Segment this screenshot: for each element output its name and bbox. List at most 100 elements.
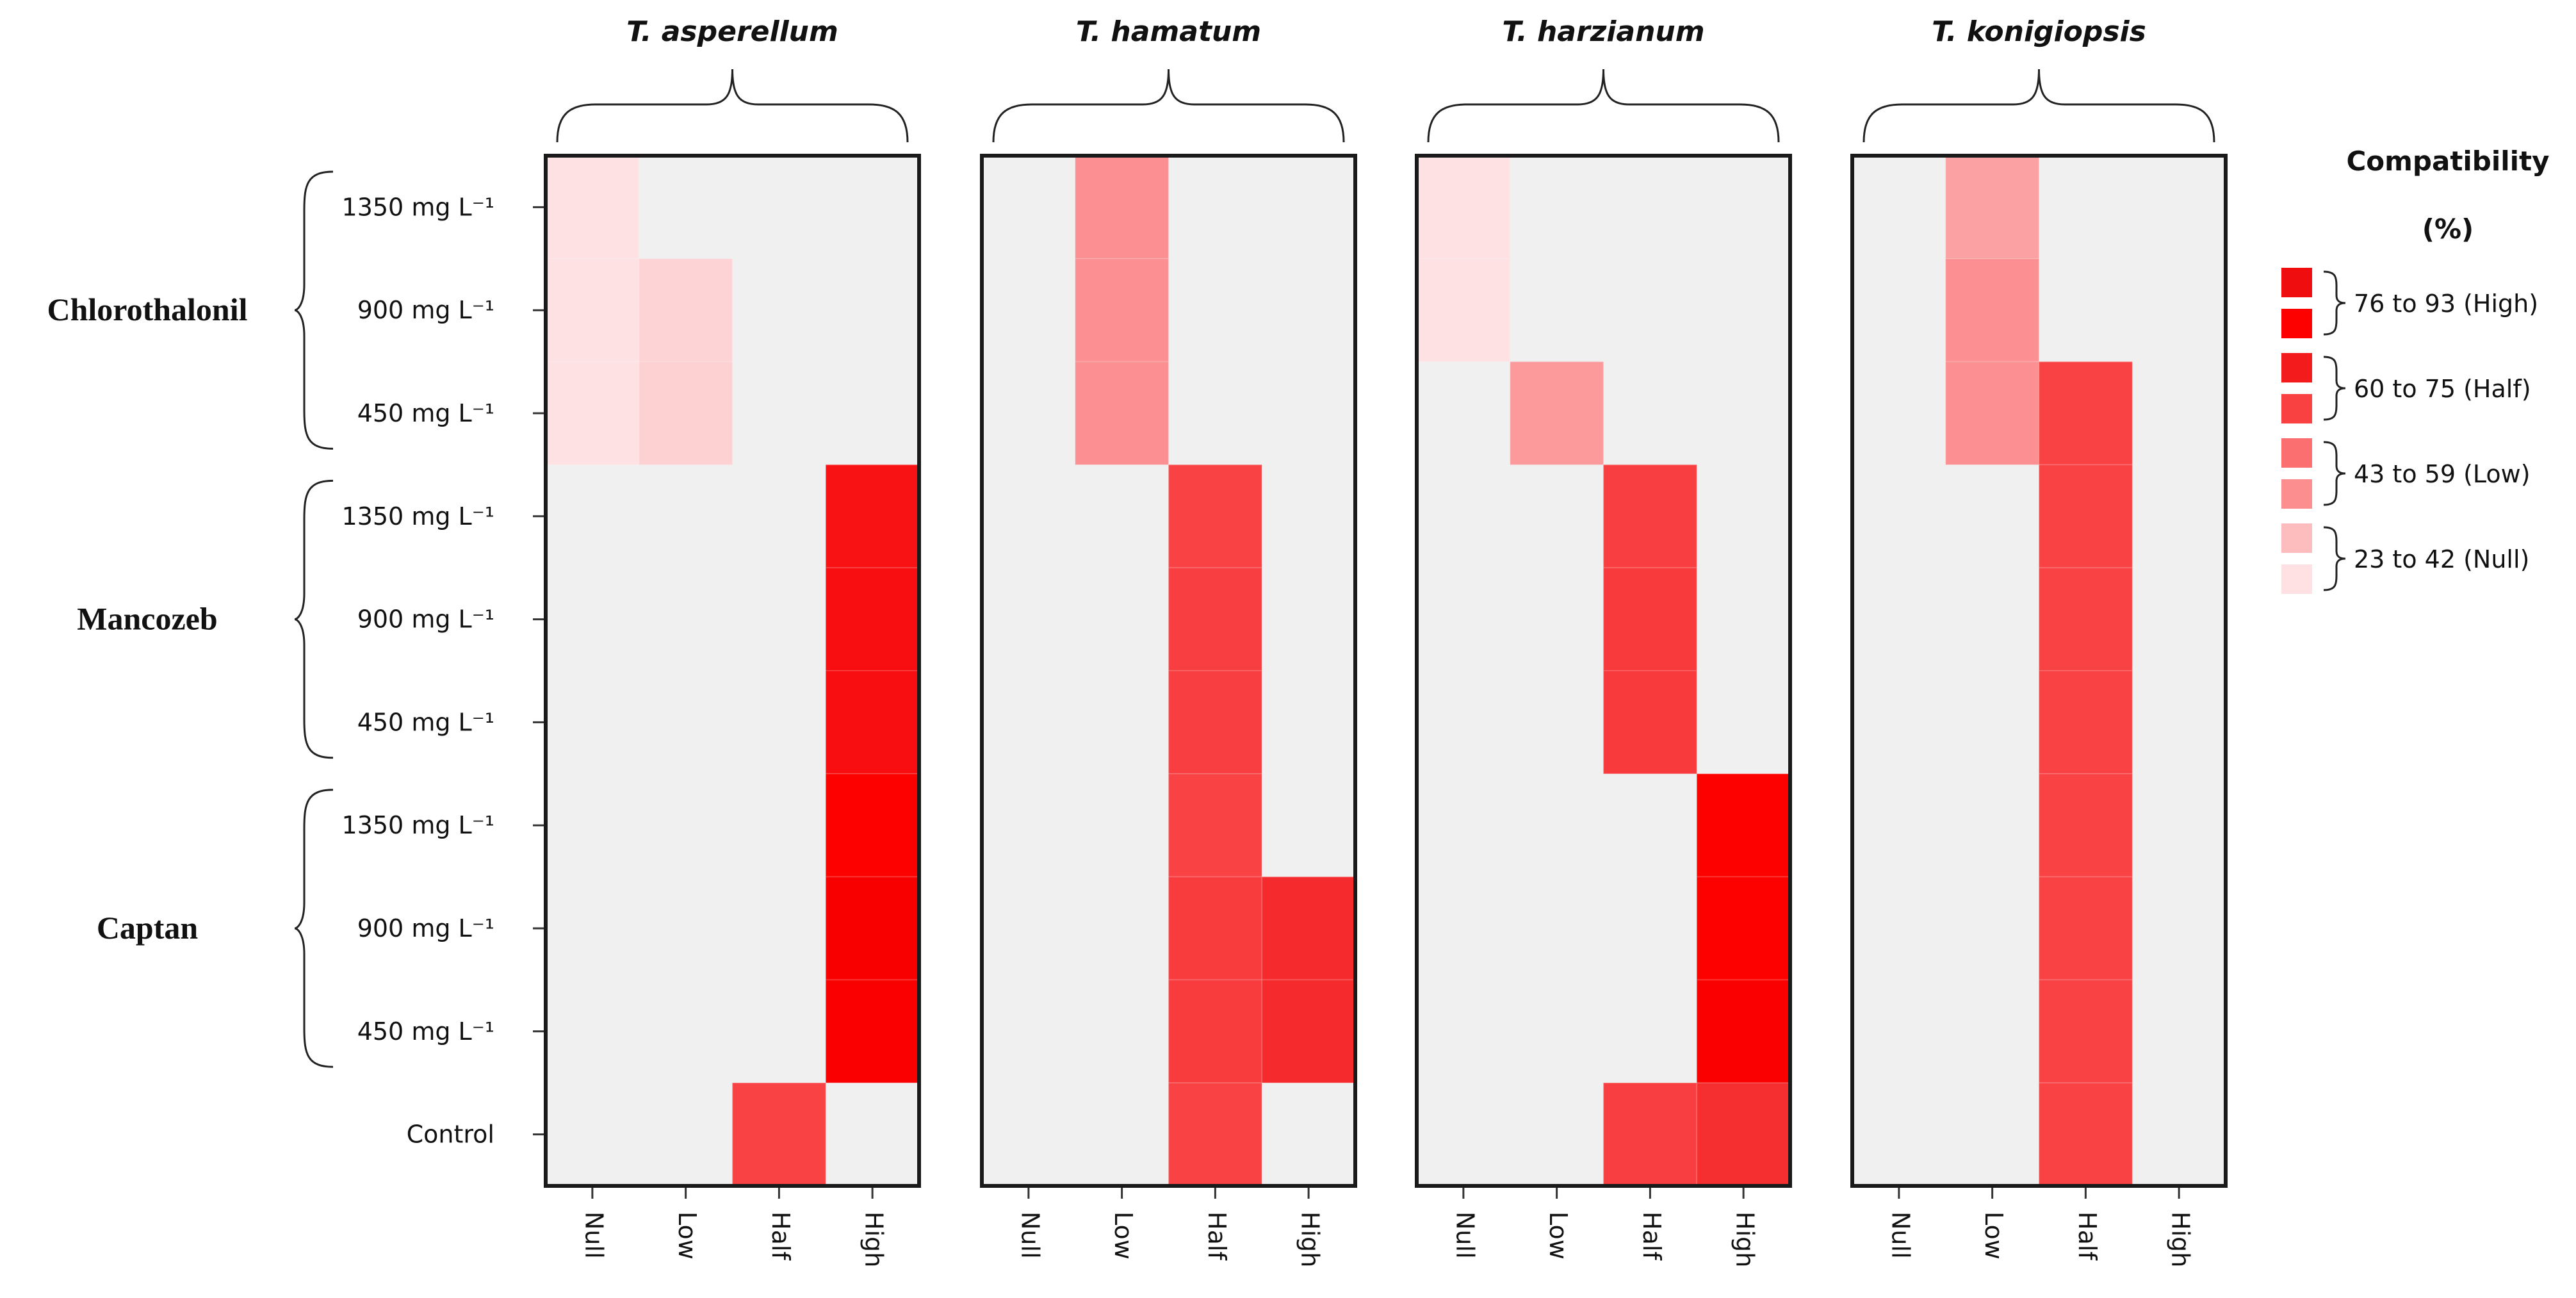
x-tick-label: High xyxy=(2167,1212,2195,1267)
heatmap-cell xyxy=(1168,773,1263,878)
heatmap-cell xyxy=(825,876,920,981)
heatmap-cell xyxy=(1416,155,1511,259)
x-tick-label: Null xyxy=(580,1212,608,1259)
heatmap-cell xyxy=(825,567,920,672)
heatmap-cell xyxy=(1602,670,1698,775)
heatmap-cell xyxy=(1074,361,1170,466)
y-tick-label: 1350 mg L⁻¹ xyxy=(342,502,494,530)
legend-swatch xyxy=(2281,523,2312,553)
panel-brace xyxy=(1427,69,1780,143)
legend-label: 43 to 59 (Low) xyxy=(2354,460,2531,488)
x-tick-label: Half xyxy=(767,1212,795,1261)
heatmap-cell xyxy=(2038,361,2133,466)
legend-title: Compatibility xyxy=(2346,145,2549,177)
panel-frame xyxy=(1850,154,2228,1188)
legend-brace xyxy=(2323,441,2346,506)
panel-title: T. asperellum xyxy=(626,15,838,48)
heatmap-cell xyxy=(2038,773,2133,878)
heatmap-cell xyxy=(2038,464,2133,569)
heatmap-cell xyxy=(1074,155,1170,259)
y-tick-label: 1350 mg L⁻¹ xyxy=(342,193,494,221)
legend-swatch xyxy=(2281,438,2312,468)
x-tick-label: Low xyxy=(1980,1212,2008,1260)
heatmap-cell xyxy=(1509,361,1604,466)
legend-label: 23 to 42 (Null) xyxy=(2354,545,2529,573)
heatmap-cell xyxy=(545,155,640,259)
x-tick-label: Half xyxy=(2073,1212,2101,1261)
group-label: Chlorothalonil xyxy=(47,292,247,327)
x-tick-label: High xyxy=(860,1212,888,1267)
heatmap-cell xyxy=(1168,876,1263,981)
y-tick-label: 450 mg L⁻¹ xyxy=(357,708,494,736)
legend-brace xyxy=(2323,270,2346,336)
heatmap-cell xyxy=(1602,567,1698,672)
x-tick-label: High xyxy=(1731,1212,1759,1267)
heatmap-cell xyxy=(1696,876,1791,981)
heatmap-cell xyxy=(1168,670,1263,775)
heatmap-cell xyxy=(825,464,920,569)
y-tick-label: 900 mg L⁻¹ xyxy=(357,296,494,324)
y-tick-label: 1350 mg L⁻¹ xyxy=(342,811,494,839)
panel-brace xyxy=(556,69,909,143)
heatmap-cell xyxy=(638,258,733,363)
heatmap-cell xyxy=(1168,464,1263,569)
legend-swatch xyxy=(2281,353,2312,382)
heatmap-cell xyxy=(2038,567,2133,672)
legend-swatch xyxy=(2281,268,2312,297)
group-brace xyxy=(294,789,334,1068)
heatmap-cell xyxy=(1696,773,1791,878)
heatmap-cell xyxy=(731,1082,827,1187)
panel-frame xyxy=(544,154,921,1188)
legend-swatch xyxy=(2281,479,2312,509)
heatmap-cell xyxy=(1168,567,1263,672)
heatmap-cell xyxy=(545,361,640,466)
group-label: Captan xyxy=(97,910,199,946)
y-tick-label: 450 mg L⁻¹ xyxy=(357,1017,494,1046)
legend-subtitle: (%) xyxy=(2422,213,2474,245)
x-tick-label: Null xyxy=(1886,1212,1914,1259)
heatmap-cell xyxy=(2038,670,2133,775)
heatmap-cell xyxy=(1602,464,1698,569)
legend-brace xyxy=(2323,356,2346,421)
panel-frame xyxy=(980,154,1357,1188)
legend-label: 60 to 75 (Half) xyxy=(2354,375,2531,403)
heatmap-cell xyxy=(2038,876,2133,981)
x-tick-label: Half xyxy=(1638,1212,1666,1261)
y-tick-label: 900 mg L⁻¹ xyxy=(357,914,494,942)
y-tick-label: 450 mg L⁻¹ xyxy=(357,399,494,427)
y-tick-label: 900 mg L⁻¹ xyxy=(357,605,494,634)
heatmap-cell xyxy=(825,773,920,878)
heatmap-cell xyxy=(1074,258,1170,363)
legend-swatch xyxy=(2281,564,2312,594)
x-tick-label: Low xyxy=(1544,1212,1572,1260)
heatmap-cell xyxy=(1168,979,1263,1084)
heatmap-cell xyxy=(1944,361,2040,466)
panel-title: T. harzianum xyxy=(1502,15,1704,48)
panel-frame xyxy=(1415,154,1792,1188)
heatmap-cell xyxy=(638,361,733,466)
heatmap-cell xyxy=(1416,258,1511,363)
heatmap-cell xyxy=(1261,876,1356,981)
x-tick-label: Null xyxy=(1016,1212,1044,1259)
heatmap-cell xyxy=(545,258,640,363)
panel-title: T. hamatum xyxy=(1076,15,1261,48)
heatmap-cell xyxy=(1696,979,1791,1084)
heatmap-cell xyxy=(2038,1082,2133,1187)
panel-brace xyxy=(1863,69,2215,143)
legend-label: 76 to 93 (High) xyxy=(2354,290,2538,318)
x-tick-label: High xyxy=(1296,1212,1325,1267)
x-tick-label: Low xyxy=(673,1212,701,1260)
heatmap-cell xyxy=(825,979,920,1084)
x-tick-label: Low xyxy=(1109,1212,1137,1260)
panel-brace xyxy=(992,69,1345,143)
legend-swatch xyxy=(2281,394,2312,423)
legend-brace xyxy=(2323,526,2346,591)
heatmap-cell xyxy=(1168,1082,1263,1187)
heatmap-cell xyxy=(1261,979,1356,1084)
group-label: Mancozeb xyxy=(77,601,217,637)
heatmap-cell xyxy=(1944,155,2040,259)
group-brace xyxy=(294,479,334,759)
heatmap-cell xyxy=(825,670,920,775)
panel-title: T. konigiopsis xyxy=(1932,15,2146,48)
